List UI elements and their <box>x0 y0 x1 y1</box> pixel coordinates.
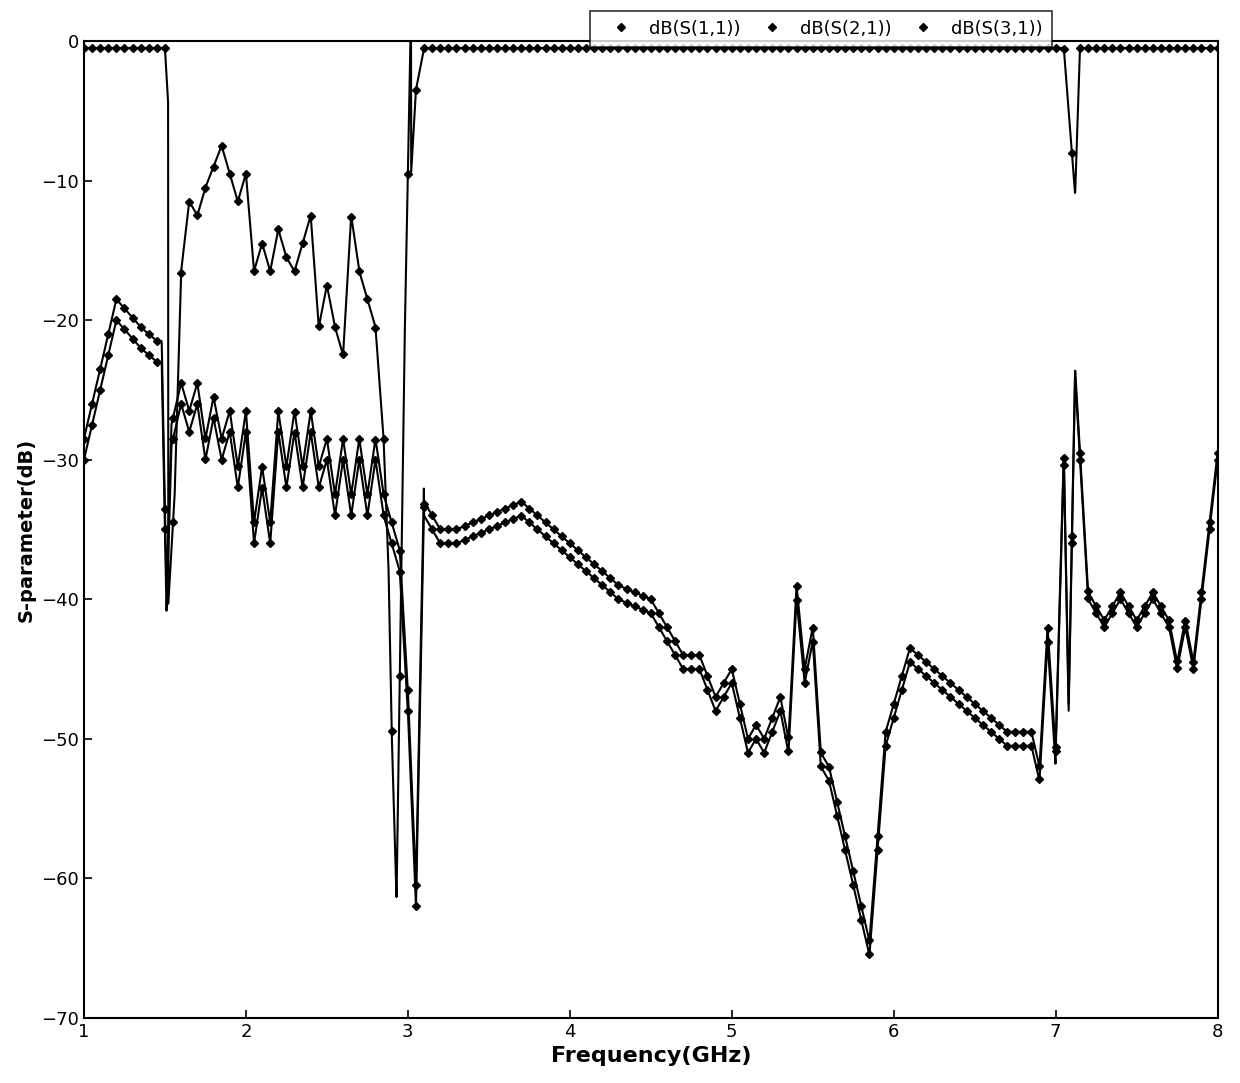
dB(S(1,1)) <box>1210 41 1225 54</box>
dB(S(2,1)) <box>1056 458 1071 471</box>
dB(S(1,1)) <box>84 41 99 54</box>
dB(S(2,1)) <box>1210 453 1225 466</box>
dB(S(2,1)) <box>862 934 877 947</box>
dB(S(3,1)) <box>458 534 472 547</box>
dB(S(3,1)) <box>109 292 124 305</box>
dB(S(1,1)) <box>1048 41 1063 54</box>
dB(S(3,1)) <box>1169 655 1184 668</box>
dB(S(3,1)) <box>77 432 92 445</box>
dB(S(1,1)) <box>384 725 399 738</box>
X-axis label: Frequency(GHz): Frequency(GHz) <box>551 1046 751 1067</box>
dB(S(1,1)) <box>141 41 156 54</box>
dB(S(3,1)) <box>149 335 164 348</box>
dB(S(1,1)) <box>1073 41 1087 54</box>
dB(S(3,1)) <box>1080 585 1095 598</box>
dB(S(1,1)) <box>1162 41 1177 54</box>
Line: dB(S(3,1)): dB(S(3,1)) <box>81 297 1220 957</box>
dB(S(2,1)) <box>1169 662 1184 675</box>
dB(S(1,1)) <box>458 41 472 54</box>
dB(S(2,1)) <box>84 418 99 431</box>
dB(S(2,1)) <box>149 355 164 368</box>
dB(S(1,1)) <box>77 41 92 54</box>
dB(S(3,1)) <box>84 397 99 410</box>
Y-axis label: S-parameter(dB): S-parameter(dB) <box>16 438 36 622</box>
Legend: dB(S(1,1)), dB(S(2,1)), dB(S(3,1)): dB(S(1,1)), dB(S(2,1)), dB(S(3,1)) <box>589 11 1052 47</box>
Line: dB(S(2,1)): dB(S(2,1)) <box>81 317 1220 943</box>
dB(S(2,1)) <box>458 520 472 533</box>
dB(S(3,1)) <box>1210 446 1225 459</box>
Line: dB(S(1,1)): dB(S(1,1)) <box>81 44 1220 734</box>
dB(S(3,1)) <box>862 948 877 961</box>
dB(S(2,1)) <box>77 453 92 466</box>
dB(S(2,1)) <box>1080 592 1095 605</box>
dB(S(2,1)) <box>109 314 124 327</box>
dB(S(3,1)) <box>1056 452 1071 465</box>
